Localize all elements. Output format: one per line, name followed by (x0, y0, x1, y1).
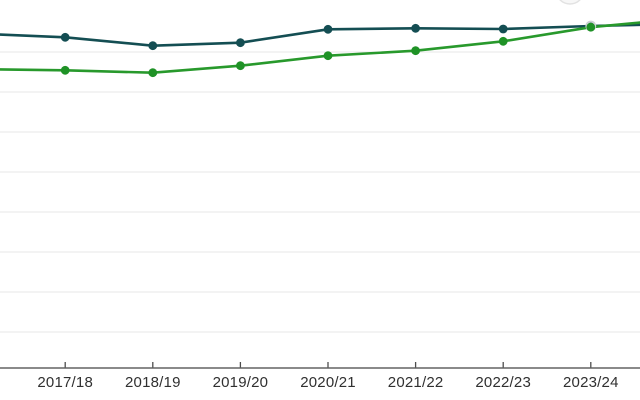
lower-green-series-data-point-marker[interactable] (498, 36, 508, 46)
lower-green-series-data-point-marker[interactable] (236, 61, 245, 71)
lower-green-series-data-point-marker[interactable] (411, 46, 420, 56)
upper-teal-series-data-point-marker[interactable] (148, 41, 158, 51)
upper-teal-series-data-point-marker[interactable] (236, 38, 245, 48)
lower-green-series-data-point-marker[interactable] (323, 51, 333, 61)
upper-teal-series-data-point-marker[interactable] (60, 32, 70, 42)
upper-teal-series-data-point-marker[interactable] (323, 24, 333, 34)
lower-green-series-data-point-marker[interactable] (586, 22, 596, 32)
lower-green-series-data-point-marker[interactable] (148, 68, 158, 78)
lower-green-series-data-point-marker[interactable] (60, 65, 70, 75)
upper-teal-series-data-point-marker[interactable] (411, 23, 420, 33)
cropped-ui-circle (559, 0, 581, 5)
upper-teal-series-data-point-marker[interactable] (498, 24, 508, 34)
